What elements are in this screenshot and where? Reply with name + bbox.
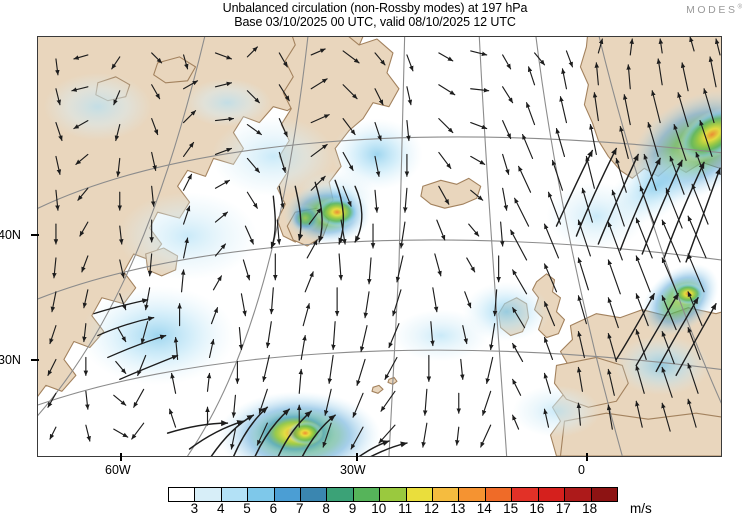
wind-vectors-biscay <box>615 293 717 377</box>
colorbar-segment-14 <box>538 488 566 501</box>
colorbar-tick-7: 7 <box>295 501 304 516</box>
wind-vector-layer <box>47 37 721 456</box>
map-canvas <box>38 37 721 456</box>
meridian-30w <box>388 37 406 456</box>
land-azores <box>371 384 384 394</box>
colorbar-tick-5: 5 <box>243 501 251 516</box>
colorbar-tick-10: 10 <box>371 501 387 516</box>
colorbar-segment-9 <box>406 488 434 501</box>
colorbar-segment-16 <box>591 488 617 501</box>
axis-label-lon-0: 0 <box>578 463 585 477</box>
colorbar-gradient[interactable] <box>168 487 618 502</box>
colorbar-legend[interactable]: m/s 3 4 5 6 7 8 9 10 11 12 13 14 15 16 17 18 <box>168 487 652 516</box>
modes-logo: MODES® <box>686 4 742 16</box>
tick-lon-60w <box>120 453 122 461</box>
axis-label-lat-30n: 30N <box>0 353 21 367</box>
colorbar-tick-8: 8 <box>322 501 330 516</box>
tick-lat-30n <box>31 359 39 361</box>
colorbar-units-label: m/s <box>630 501 652 516</box>
page-title: Unbalanced circulation (non-Rossby modes… <box>222 1 528 15</box>
colorbar-segment-8 <box>380 488 407 501</box>
tick-lat-40n <box>31 234 39 236</box>
colorbar-tick-3: 3 <box>190 501 199 516</box>
colorbar-segment-6 <box>327 488 354 501</box>
land-arctic-islands-2 <box>153 56 197 84</box>
colorbar-tick-6: 6 <box>269 501 278 516</box>
colorbar-segment-4 <box>274 488 302 501</box>
axis-label-lon-60w: 60W <box>105 463 131 477</box>
colorbar-segment-1 <box>195 488 222 501</box>
colorbar-tick-11: 11 <box>398 501 413 516</box>
colorbar-segment-12 <box>485 488 513 501</box>
axis-label-lat-40n: 40N <box>0 228 21 242</box>
colorbar-segment-2 <box>221 488 249 501</box>
modes-logo-text: MODES <box>686 4 738 16</box>
land-iceland <box>420 177 482 209</box>
colorbar-tick-9: 9 <box>348 501 357 516</box>
registered-mark-icon: ® <box>737 4 742 11</box>
wind-vectors-mid-atlantic-vortex <box>166 406 408 456</box>
colorbar-tick-15: 15 <box>503 501 519 516</box>
colorbar-segment-0 <box>169 488 196 501</box>
land-northwest-africa <box>559 412 721 456</box>
colorbar-segment-10 <box>433 488 460 501</box>
chart-title-block: Unbalanced circulation (non-Rossby modes… <box>0 1 750 29</box>
tick-lon-30w <box>356 453 358 461</box>
parallel-50n <box>38 136 721 209</box>
colorbar-tick-14: 14 <box>476 501 492 516</box>
colorbar-segment-15 <box>565 488 592 501</box>
meridian-60w <box>38 37 206 417</box>
colorbar-segment-7 <box>353 488 381 501</box>
colorbar-segment-3 <box>248 488 275 501</box>
wind-vectors-greenland-jet <box>270 179 363 249</box>
colorbar-tick-18: 18 <box>582 501 598 516</box>
colorbar-tick-17: 17 <box>555 501 571 516</box>
tick-lon-0 <box>586 453 588 461</box>
colorbar-tick-13: 13 <box>450 501 466 516</box>
colorbar-segment-11 <box>459 488 486 501</box>
colorbar-segment-5 <box>301 488 328 501</box>
parallel-30n <box>38 349 721 406</box>
map-plot-area[interactable] <box>37 36 722 457</box>
meridian-15e <box>598 37 721 404</box>
colorbar-tick-4: 4 <box>216 501 225 516</box>
colorbar-tick-12: 12 <box>424 501 440 516</box>
colorbar-segment-13 <box>512 488 539 501</box>
colorbar-tick-16: 16 <box>529 501 545 516</box>
wind-vectors-labrador <box>93 298 179 381</box>
meridian-45w <box>187 37 309 456</box>
chart-subtitle: Base 03/10/2025 00 UTC, valid 08/10/2025… <box>234 15 516 29</box>
wind-vectors-northeast-band <box>555 147 721 263</box>
axis-label-lon-30w: 30W <box>340 463 366 477</box>
